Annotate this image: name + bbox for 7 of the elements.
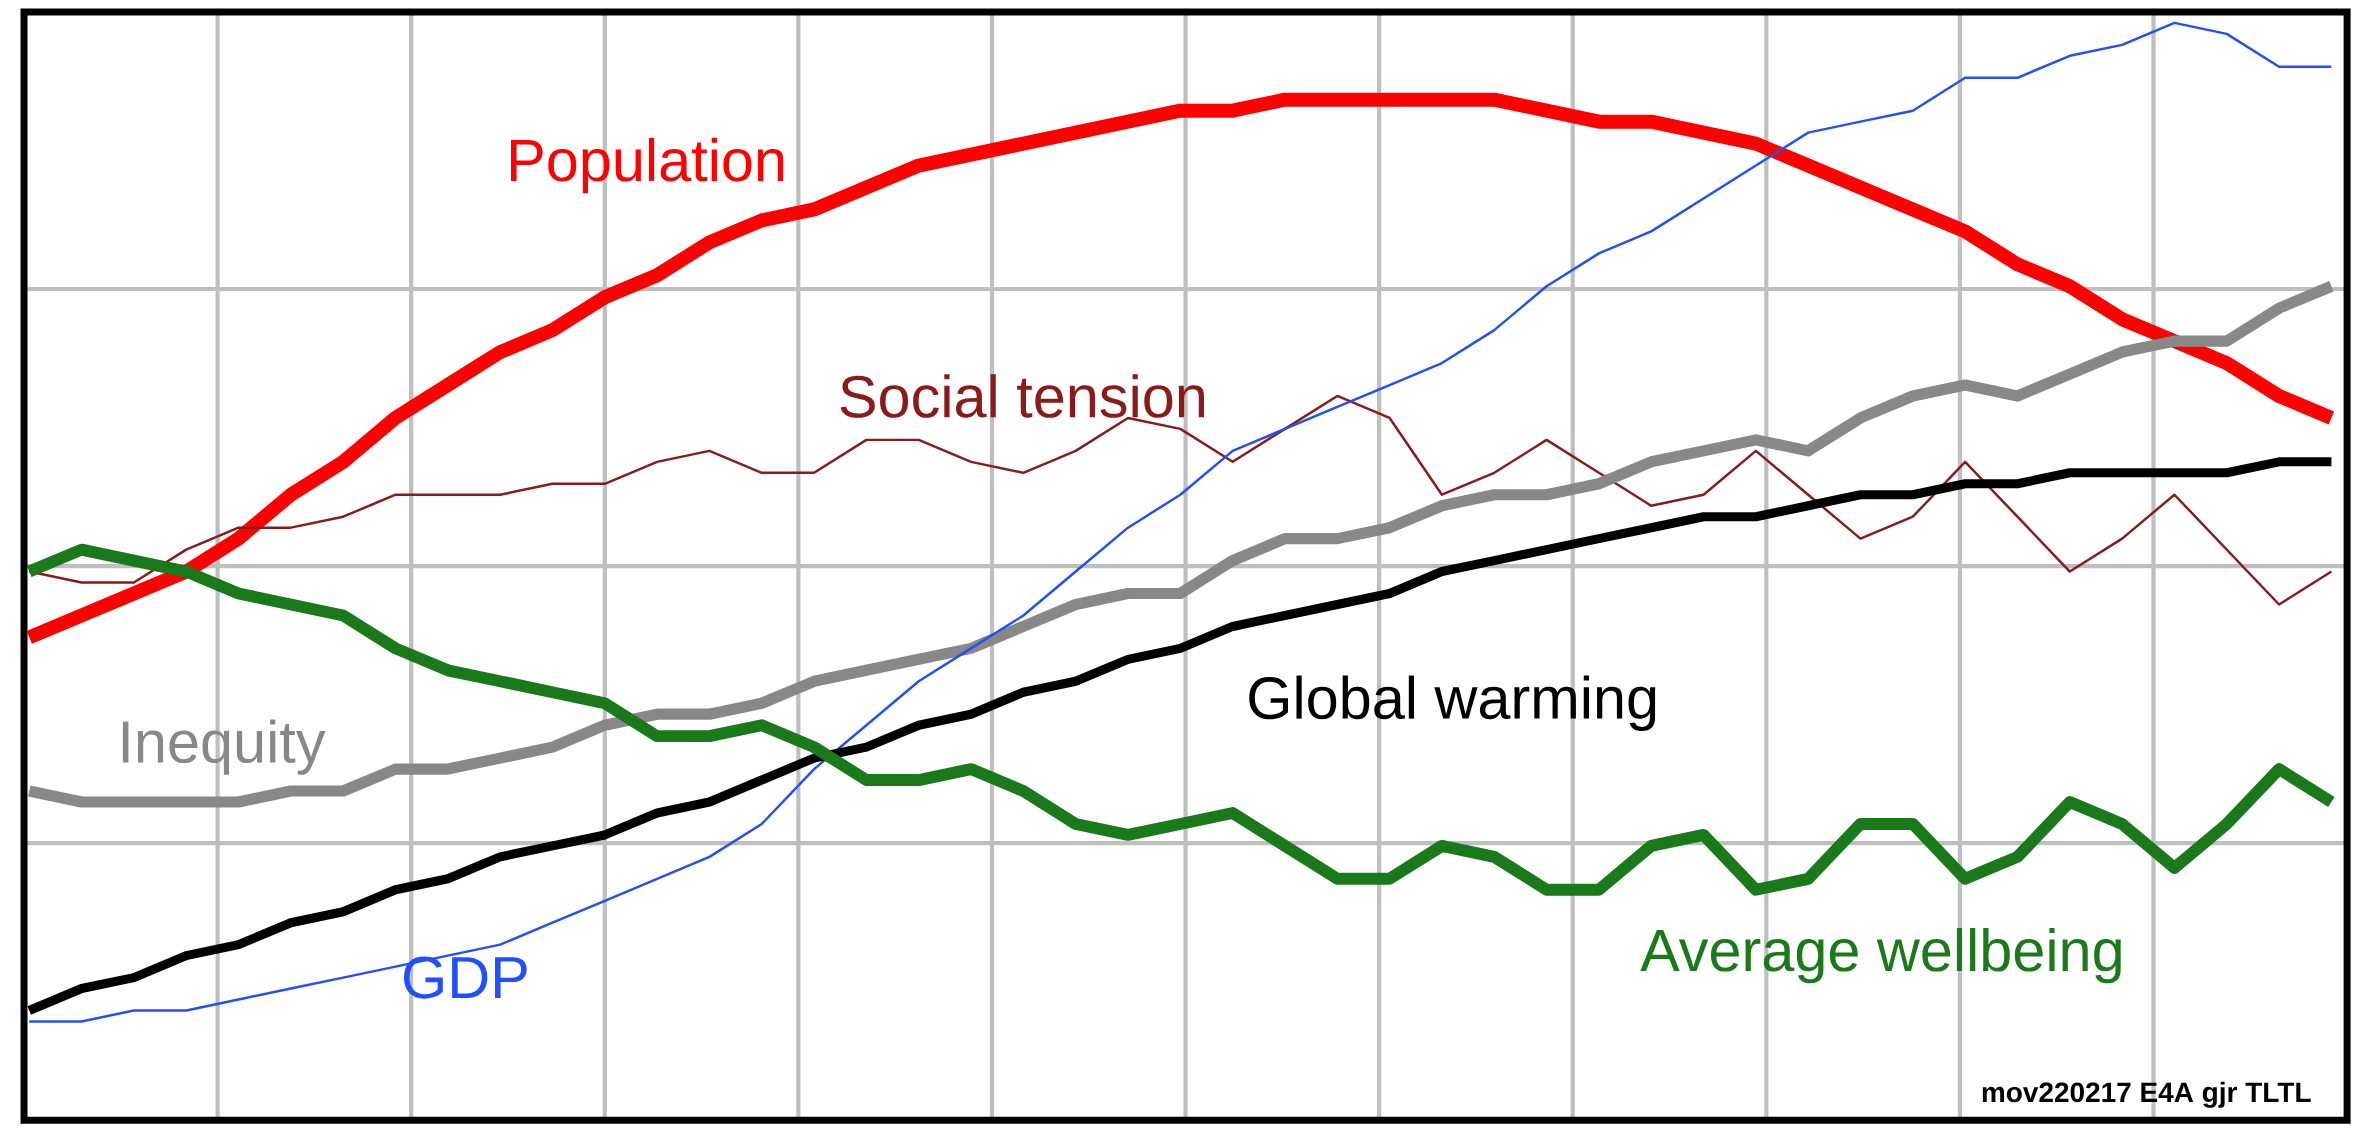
annotation: mov220217 E4A gjr TLTL xyxy=(1982,1081,2311,1108)
series-label: Average wellbeing xyxy=(1640,927,2121,984)
series-label: Global warming xyxy=(1249,675,1656,731)
series-label: Population xyxy=(511,137,784,194)
series-label: GDP xyxy=(404,956,527,999)
series-label: Inequity xyxy=(122,719,326,775)
series-label: Social tension xyxy=(840,374,1204,418)
